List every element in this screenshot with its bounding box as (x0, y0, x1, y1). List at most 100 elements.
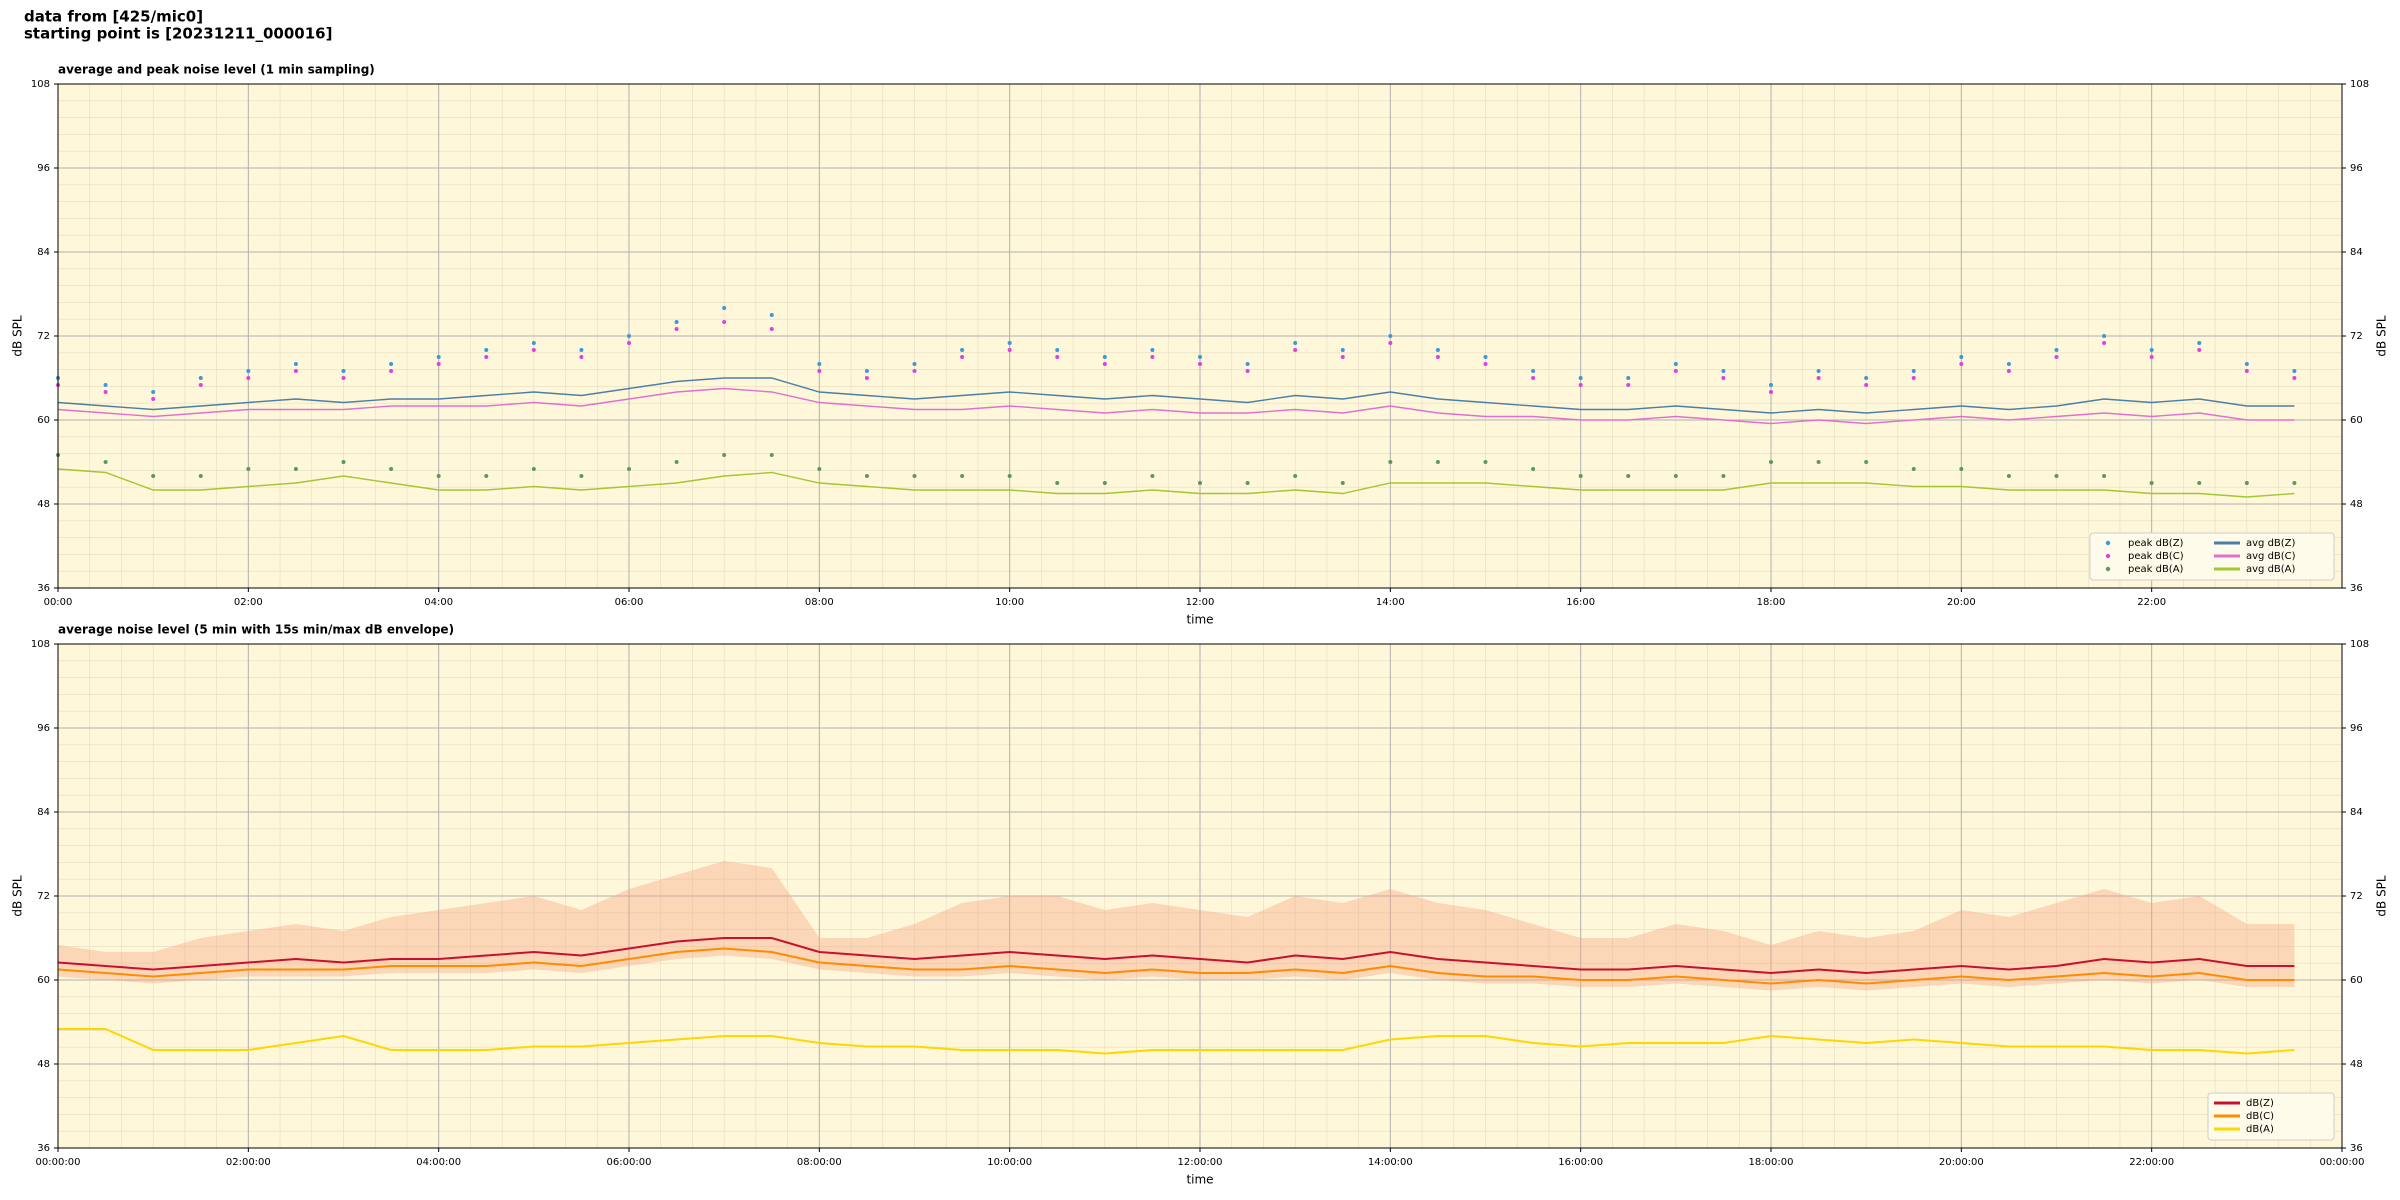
peak-point (2197, 341, 2202, 345)
peak-point (1388, 460, 1393, 464)
peak-point (1150, 348, 1155, 352)
peak-point (674, 327, 679, 331)
peak-point (817, 369, 822, 373)
peak-point (864, 369, 869, 373)
peak-point (103, 383, 108, 387)
peak-point (341, 369, 346, 373)
peak-point (1959, 355, 1964, 359)
x-tick-label: 16:00:00 (1558, 1157, 1603, 1168)
peak-point (1055, 355, 1060, 359)
peak-point (436, 362, 441, 366)
peak-point (1198, 355, 1202, 359)
subplot: average noise level (5 min with 15s min/… (11, 623, 2389, 1187)
peak-point (151, 474, 156, 478)
series-line (58, 1028, 2295, 1055)
peak-point (722, 453, 727, 457)
series-line (57, 937, 2295, 975)
peak-point (864, 376, 869, 380)
peak-point (912, 369, 917, 373)
peak-point (722, 320, 727, 324)
plot-frame (57, 83, 2343, 589)
y-tick-label: 60 (37, 975, 50, 986)
peak-point (864, 474, 869, 478)
y-axis-label: dB SPL (11, 315, 25, 357)
peak-point (1626, 376, 1631, 380)
peak-point (1578, 383, 1583, 387)
peak-point (1769, 390, 1773, 394)
peak-point (1102, 362, 1107, 366)
y-tick-label: 72 (37, 331, 50, 342)
x-tick-label: 02:00 (234, 597, 263, 608)
peak-point (246, 467, 251, 471)
legend-box (2089, 532, 2335, 581)
peak-point (1673, 474, 1678, 478)
x-tick-label: 04:00 (424, 597, 453, 608)
peak-point (2006, 362, 2011, 366)
peak-point (674, 460, 679, 464)
plot-frame (57, 643, 2343, 1149)
y2-tick-label: 48 (2350, 499, 2363, 510)
peak-point (1102, 481, 1107, 485)
y-tick-label: 72 (37, 891, 50, 902)
x-tick-label: 08:00:00 (797, 1157, 842, 1168)
legend-label: peak dB(Z) (2128, 538, 2184, 549)
legend-label: peak dB(A) (2128, 564, 2184, 575)
peak-point (484, 474, 489, 478)
x-tick-label: 10:00:00 (987, 1157, 1032, 1168)
x-tick-label: 08:00 (805, 597, 834, 608)
peak-point (2244, 362, 2249, 366)
peak-point (1483, 460, 1488, 464)
peak-point (531, 348, 536, 352)
peak-point (1340, 355, 1345, 359)
peak-point (1435, 460, 1440, 464)
series-line (57, 377, 2295, 414)
peak-point (1816, 369, 1821, 373)
peak-point (674, 320, 679, 324)
x-tick-label: 14:00:00 (1368, 1157, 1413, 1168)
x-tick-label: 12:00:00 (1178, 1157, 1223, 1168)
peak-point (2006, 474, 2011, 478)
x-tick-label: 10:00 (995, 597, 1024, 608)
legend: dB(Z) dB(C) dB(A) (2207, 1092, 2335, 1141)
y-tick-label: 84 (37, 807, 50, 818)
header-line: data from [425/mic0] (24, 8, 203, 26)
x-tick-label: 00:00:00 (2320, 1157, 2365, 1168)
peak-point (960, 474, 965, 478)
peak-point (1483, 362, 1488, 366)
peak-point (2102, 334, 2107, 338)
peak-point (1673, 369, 1678, 373)
legend-label: dB(Z) (2246, 1098, 2274, 1109)
peak-point (151, 397, 156, 401)
peak-point (1578, 376, 1583, 380)
peak-point (1293, 341, 1298, 345)
peak-point (1245, 481, 1250, 485)
peak-point (1388, 334, 1393, 338)
x-tick-label: 02:00:00 (226, 1157, 271, 1168)
peak-point (2292, 376, 2297, 380)
peak-point (151, 390, 156, 394)
y-tick-label: 84 (37, 247, 50, 258)
peak-point (1626, 383, 1631, 387)
peak-point (1816, 376, 1821, 380)
peak-point (293, 362, 298, 366)
peak-point (627, 467, 631, 471)
peak-point (389, 369, 394, 373)
peak-point (769, 327, 774, 331)
peak-point (1531, 369, 1536, 373)
legend-label: avg dB(A) (2246, 564, 2296, 575)
legend-label: peak dB(C) (2128, 551, 2184, 562)
peak-point (1578, 474, 1583, 478)
peak-point (1245, 362, 1250, 366)
peak-point (2292, 481, 2297, 485)
peak-point (1673, 362, 1678, 366)
peak-point (1531, 376, 1536, 380)
x-tick-label: 20:00 (1947, 597, 1976, 608)
peak-point (484, 348, 489, 352)
x-tick-label: 12:00 (1186, 597, 1215, 608)
peak-point (769, 453, 774, 457)
header-line: starting point is [20231211_000016] (24, 25, 332, 43)
peak-point (1150, 474, 1155, 478)
peak-point (2149, 355, 2154, 359)
y-axis-label: dB SPL (11, 875, 25, 917)
